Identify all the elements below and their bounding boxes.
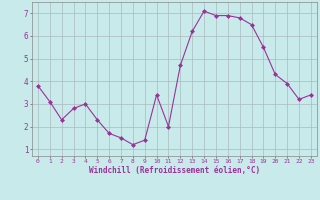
X-axis label: Windchill (Refroidissement éolien,°C): Windchill (Refroidissement éolien,°C): [89, 166, 260, 175]
